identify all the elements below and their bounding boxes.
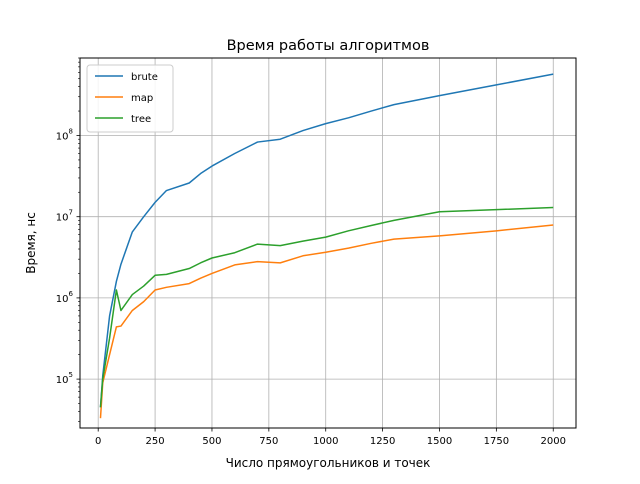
y-tick-base: 10 (56, 213, 69, 224)
x-tick-label: 0 (95, 436, 101, 447)
x-tick-label: 750 (259, 436, 278, 447)
legend-box (86, 64, 174, 133)
series-line-map (99, 224, 554, 419)
grid-lines (80, 58, 576, 428)
x-tick-label: 1250 (370, 436, 395, 447)
x-tick-label: 1750 (484, 436, 509, 447)
y-axis-label: Время, нс (24, 212, 38, 274)
legend-label: tree (131, 114, 151, 125)
legend: brute map tree (86, 64, 174, 133)
y-tick-exponent: 6 (69, 290, 74, 298)
legend-label: map (131, 93, 153, 104)
x-tick-label: 1500 (427, 436, 452, 447)
y-tick-base: 10 (56, 294, 69, 305)
x-tick-label: 2000 (541, 436, 566, 447)
series-line-brute (99, 73, 554, 408)
y-tick-label: 106 (56, 290, 74, 305)
series-line-tree (99, 206, 554, 408)
y-tick-label: 108 (56, 127, 73, 142)
y-tick-label: 107 (56, 209, 73, 224)
series-lines (99, 73, 554, 419)
chart-title: Время работы алгоритмов (227, 38, 430, 54)
y-tick-exponent: 8 (69, 127, 73, 135)
plot-frame (79, 57, 577, 429)
y-tick-base: 10 (56, 375, 69, 386)
x-tick-label: 250 (146, 436, 165, 447)
y-tick-exponent: 5 (69, 371, 73, 379)
legend-label: brute (131, 72, 158, 83)
x-tick-label: 1000 (313, 436, 338, 447)
y-tick-base: 10 (56, 131, 69, 142)
x-tick-label: 500 (202, 436, 221, 447)
x-axis-ticks: 0 250 500 750 1000 1250 1500 1750 2000 (95, 428, 566, 447)
y-tick-label: 105 (56, 371, 73, 386)
x-axis-label: Число прямоугольников и точек (226, 456, 431, 470)
y-tick-exponent: 7 (69, 209, 73, 217)
